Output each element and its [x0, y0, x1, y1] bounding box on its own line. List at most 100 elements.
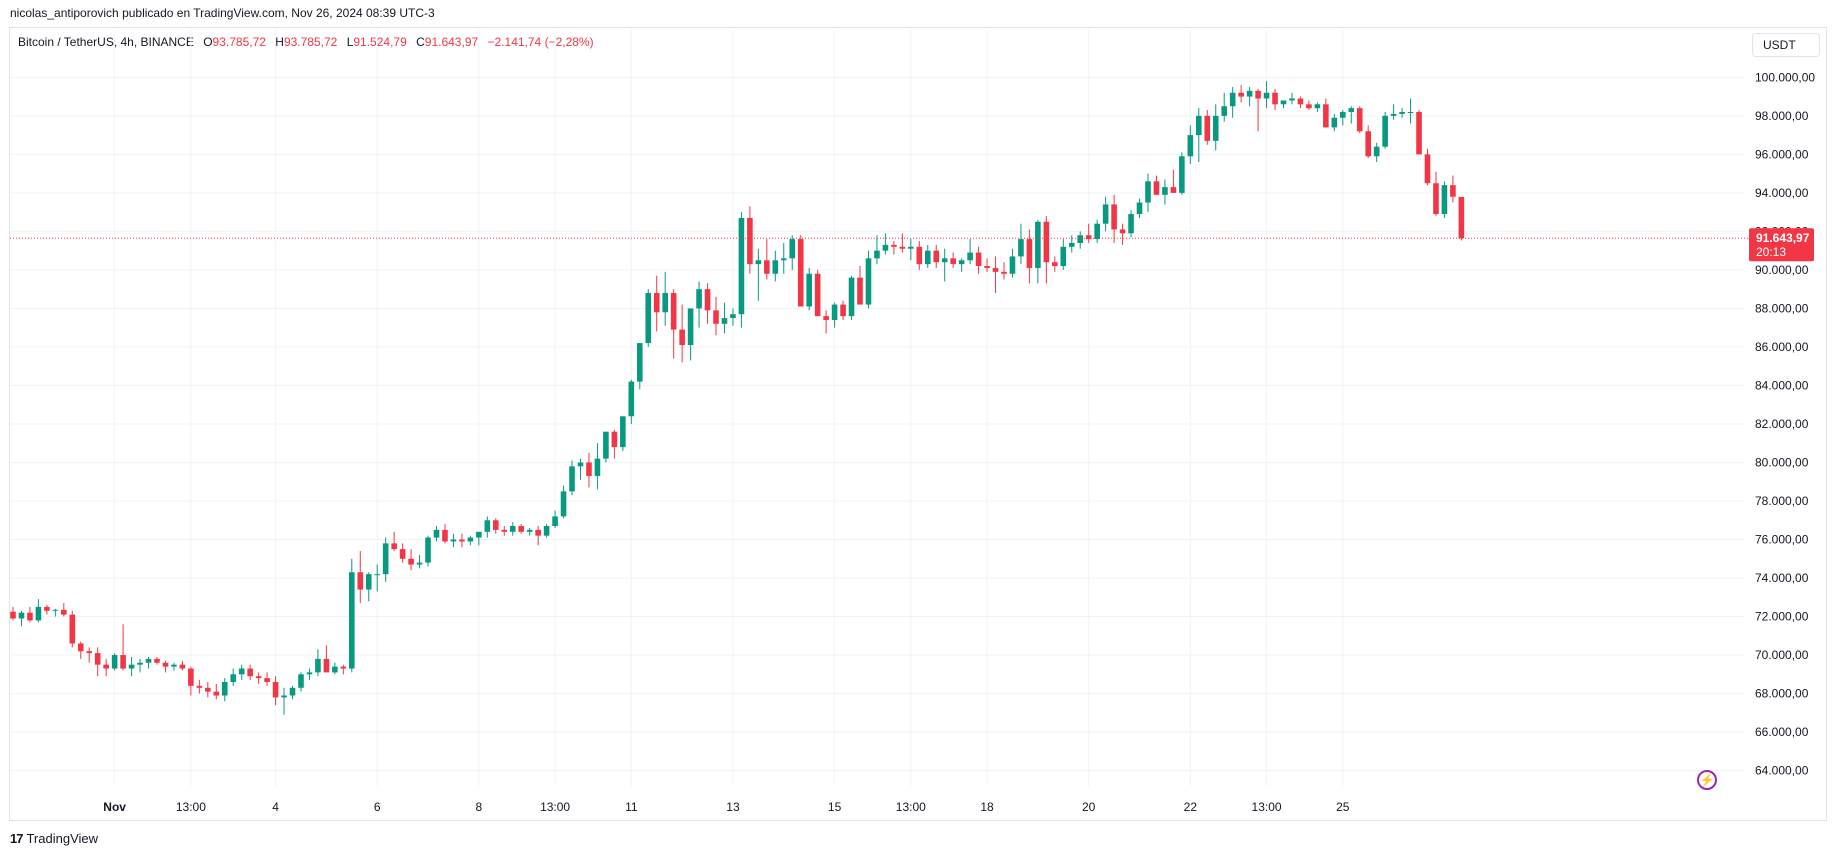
candle-body [408, 558, 414, 565]
candle-body [391, 543, 397, 550]
candle-body [764, 260, 770, 274]
x-tick-label: 13 [726, 800, 740, 814]
currency-button[interactable]: USDT [1752, 33, 1820, 57]
candle-body [484, 520, 491, 532]
candle-body [772, 260, 779, 274]
candle-body [831, 304, 838, 320]
candle-body [653, 293, 660, 313]
candle-body [1060, 246, 1067, 267]
candle-body [1289, 98, 1295, 101]
x-tick-label: 22 [1184, 800, 1198, 814]
candle-body [916, 246, 923, 265]
legend-symbol[interactable]: Bitcoin / TetherUS, 4h, BINANCE [18, 35, 194, 49]
candle-body [264, 678, 270, 683]
candle-body [374, 574, 381, 576]
candle-body [704, 289, 711, 311]
candle-body [1365, 131, 1371, 157]
candle-body [950, 258, 956, 265]
candle-body [958, 260, 965, 265]
candle-body [535, 529, 541, 536]
candle-body [196, 685, 203, 688]
candle-body [137, 662, 143, 665]
candle-body [1068, 242, 1075, 247]
bar-countdown: 20:13 [1756, 245, 1786, 259]
x-tick-label: 8 [476, 800, 483, 814]
x-tick-label: 18 [980, 800, 994, 814]
candle-body [188, 668, 194, 686]
lightning-icon[interactable]: ⚡ [1697, 770, 1717, 790]
x-tick-label: 11 [625, 800, 638, 814]
x-tick-label: 25 [1336, 800, 1350, 814]
candle-body [35, 606, 42, 621]
candle-body [27, 612, 33, 621]
legend-low-value: 91.524,79 [353, 35, 407, 49]
candle-body [1009, 256, 1016, 274]
candle-body [747, 217, 753, 265]
candle-body [1246, 90, 1253, 97]
y-tick-label: 74.000,00 [1755, 571, 1809, 585]
candle-body [382, 543, 389, 575]
candle-body [1001, 271, 1007, 274]
candle-body [1356, 108, 1363, 132]
candle-body [1145, 181, 1151, 203]
candle-body [18, 612, 25, 619]
candle-body [1238, 92, 1244, 97]
legend-high-label: H [275, 35, 284, 49]
candle-body [492, 520, 499, 530]
candle-body [1136, 202, 1143, 215]
candle-body [755, 260, 762, 265]
candle-body [1094, 223, 1100, 240]
candle-body [340, 666, 347, 669]
candle-body [814, 273, 821, 317]
candle-body [1153, 181, 1160, 195]
candle-body [620, 416, 626, 448]
publish-caption: nicolas_antiporovich publicado en Tradin… [10, 6, 435, 20]
candle-body [526, 529, 533, 532]
y-tick-label: 64.000,00 [1755, 764, 1809, 778]
candle-body [730, 314, 736, 319]
x-tick-label: 4 [272, 800, 279, 814]
tradingview-logo-icon: 17 [10, 831, 24, 846]
candle-body [357, 572, 364, 590]
x-tick-label: 6 [374, 800, 381, 814]
legend-open-label: O [203, 35, 213, 49]
y-tick-label: 100.000,00 [1755, 70, 1815, 84]
x-tick-label: 13:00 [896, 800, 926, 814]
candle-body [44, 606, 50, 611]
candle-body [721, 318, 728, 324]
candle-body [145, 658, 152, 663]
candle-body [1102, 204, 1109, 224]
candle-body [306, 672, 313, 675]
candle-body [687, 308, 694, 346]
candle-body [442, 529, 448, 542]
candle-body [1297, 98, 1304, 105]
y-tick-label: 78.000,00 [1755, 494, 1809, 508]
candle-body [594, 458, 601, 476]
y-tick-label: 88.000,00 [1755, 301, 1809, 315]
legend-high-value: 93.785,72 [283, 35, 338, 49]
candle-body [797, 239, 804, 307]
candle-body [1263, 92, 1270, 99]
candle-body [1339, 111, 1346, 118]
candle-body [298, 674, 304, 688]
legend-open-value: 93.785,72 [212, 35, 266, 49]
candle-body [518, 526, 524, 532]
candle-body [1306, 104, 1312, 109]
candle-body [992, 267, 999, 272]
legend-change: −2.141,74 (−2,28%) [487, 35, 594, 49]
candle-body [205, 687, 211, 692]
chart-frame [9, 27, 1827, 821]
candle-body [1052, 262, 1058, 267]
candle-body [1170, 187, 1177, 193]
x-tick-label: 15 [828, 800, 842, 814]
candle-body [1441, 185, 1448, 215]
candle-body [628, 381, 635, 417]
x-tick-label: 13:00 [176, 800, 206, 814]
candle-body [1221, 106, 1228, 116]
candle-body [1018, 239, 1024, 257]
candle-body [636, 343, 643, 382]
candle-body [416, 562, 423, 565]
candle-body [1382, 115, 1388, 147]
candle-body [1280, 100, 1287, 105]
